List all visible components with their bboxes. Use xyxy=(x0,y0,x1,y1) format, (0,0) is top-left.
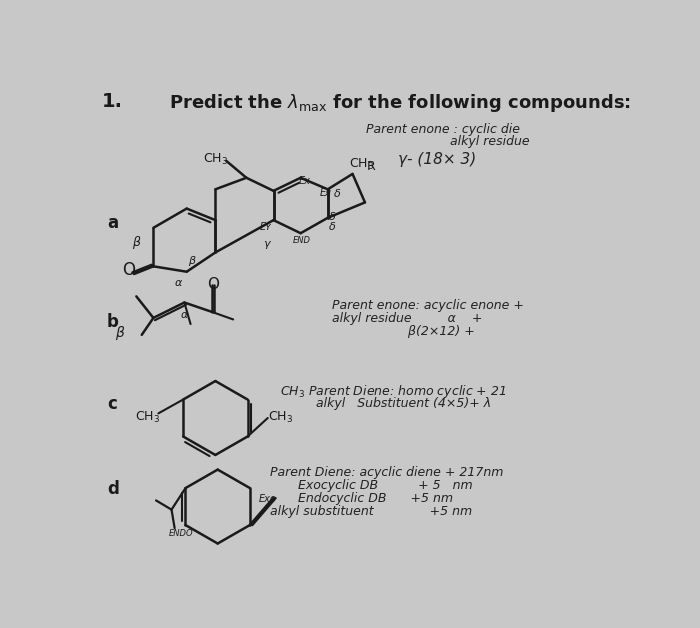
Text: 1.: 1. xyxy=(102,92,122,111)
Text: β(2×12) +: β(2×12) + xyxy=(332,325,475,338)
Text: γ: γ xyxy=(263,239,270,249)
Text: CH$_3$: CH$_3$ xyxy=(267,410,293,425)
Text: δ: δ xyxy=(329,222,336,232)
Text: γ- (18× 3): γ- (18× 3) xyxy=(398,153,476,167)
Text: δ: δ xyxy=(329,212,336,222)
Text: Eᴙ: Eᴙ xyxy=(320,188,332,198)
Text: Predict the $\lambda_{\mathrm{max}}$ for the following compounds:: Predict the $\lambda_{\mathrm{max}}$ for… xyxy=(169,92,631,114)
Text: α: α xyxy=(181,310,188,320)
Text: O: O xyxy=(208,277,220,292)
Text: alkyl residue         α    +: alkyl residue α + xyxy=(332,311,482,325)
Text: δ: δ xyxy=(334,189,341,199)
Text: Parent Diene: acyclic diene + 217nm: Parent Diene: acyclic diene + 217nm xyxy=(270,466,503,479)
Text: Endocyclic DB      +5 nm: Endocyclic DB +5 nm xyxy=(270,492,453,505)
Text: α: α xyxy=(175,278,183,288)
Text: alkyl substituent              +5 nm: alkyl substituent +5 nm xyxy=(270,505,472,518)
Text: a: a xyxy=(107,214,118,232)
Text: β: β xyxy=(188,256,195,266)
Text: Parent enone: acyclic enone +: Parent enone: acyclic enone + xyxy=(332,299,524,311)
Text: β: β xyxy=(132,236,140,249)
Text: CH$_3$ Parent Diene: homo cyclic + 21: CH$_3$ Parent Diene: homo cyclic + 21 xyxy=(280,383,506,401)
Text: CH$_3$: CH$_3$ xyxy=(349,157,374,172)
Text: Ex: Ex xyxy=(299,176,311,187)
Text: alkyl residue: alkyl residue xyxy=(367,136,530,148)
Text: Exo: Exo xyxy=(259,494,277,504)
Text: ENDO: ENDO xyxy=(169,529,193,538)
Text: R: R xyxy=(367,160,375,173)
Text: CH$_3$: CH$_3$ xyxy=(203,153,228,168)
Text: CH$_3$: CH$_3$ xyxy=(135,409,160,425)
Text: Eʏ: Eʏ xyxy=(260,222,272,232)
Text: Parent enone : cyclic die: Parent enone : cyclic die xyxy=(367,123,521,136)
Text: O: O xyxy=(122,261,135,279)
Text: b: b xyxy=(107,313,119,330)
Text: alkyl   Substituent (4×5)+ λ: alkyl Substituent (4×5)+ λ xyxy=(280,398,491,410)
Text: d: d xyxy=(107,480,119,497)
Text: END: END xyxy=(293,236,311,244)
Text: β: β xyxy=(115,325,123,340)
Text: c: c xyxy=(107,395,117,413)
Text: Exocyclic DB          + 5   nm: Exocyclic DB + 5 nm xyxy=(270,479,472,492)
